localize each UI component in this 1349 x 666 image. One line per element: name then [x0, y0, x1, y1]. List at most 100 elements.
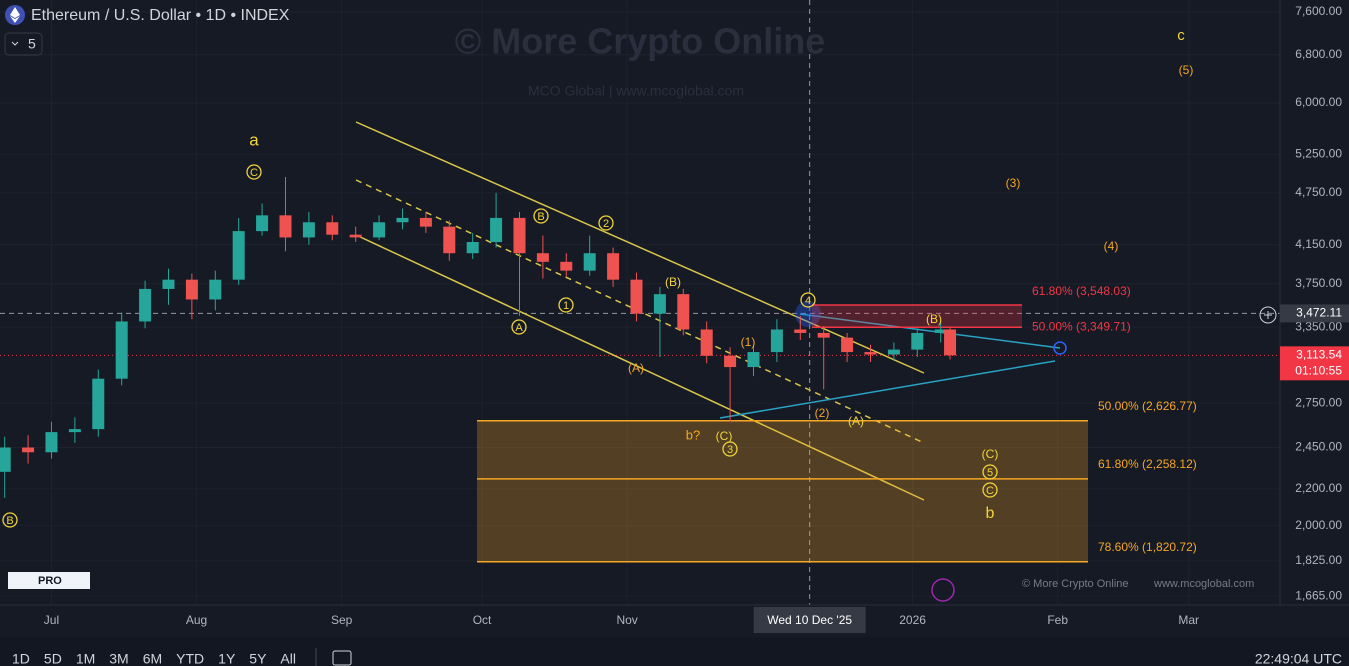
wave-label: B	[6, 515, 13, 527]
candle-body	[68, 429, 81, 433]
candle-body	[677, 294, 690, 330]
wave-label: c	[1177, 27, 1185, 44]
channel-top	[355, 121, 925, 374]
fib-zone	[477, 478, 1088, 562]
wave-label: (2)	[815, 406, 830, 420]
y-tick-label: 2,200.00	[1295, 481, 1342, 495]
candle-body	[841, 337, 854, 353]
candle-body	[700, 329, 713, 356]
x-tick-label: Jul	[44, 613, 59, 627]
fib-label: 50.00% (2,626.77)	[1098, 399, 1197, 413]
range-button[interactable]: 6M	[143, 651, 162, 666]
range-button[interactable]: 3M	[109, 651, 128, 666]
y-tick-label: 6,000.00	[1295, 95, 1342, 109]
candle-body	[934, 329, 947, 333]
wave-label: (4)	[1104, 239, 1119, 253]
logo-text: PRO	[38, 575, 62, 587]
y-tick-label: 2,000.00	[1295, 518, 1342, 532]
triangle-apex	[1053, 341, 1067, 355]
candle-body	[302, 222, 315, 238]
triangle-lower	[719, 360, 1056, 419]
y-tick-label: 4,150.00	[1295, 237, 1342, 251]
candle-body	[911, 332, 924, 350]
fib-zone	[812, 305, 1022, 328]
candle-body	[466, 242, 479, 254]
y-tick-label: 2,450.00	[1295, 440, 1342, 454]
symbol-title: Ethereum / U.S. Dollar • 1D • INDEX	[31, 7, 290, 24]
fib-label: 78.60% (1,820.72)	[1098, 540, 1197, 554]
fib-zone	[477, 420, 1088, 479]
y-tick-label: 3,350.00	[1295, 319, 1342, 333]
candle-body	[115, 321, 128, 379]
credit-site: www.mcoglobal.com	[1153, 578, 1254, 590]
last-price-label: 3,113.54	[1296, 347, 1342, 361]
add-plus	[1264, 311, 1272, 319]
candle-body	[373, 222, 386, 238]
candle-body	[653, 294, 666, 314]
channel-bottom	[355, 234, 925, 501]
range-button[interactable]: All	[280, 651, 296, 666]
fib-levels: 61.80% (3,548.03) 50.00% (3,349.71) 50.00%…	[477, 284, 1197, 563]
candle-body	[209, 279, 222, 300]
candle-body	[607, 253, 620, 280]
crosshair-price-tag	[1280, 304, 1349, 323]
range-button[interactable]: 1Y	[218, 651, 236, 666]
watermark-title: © More Crypto Online	[455, 21, 826, 62]
candle-body	[770, 329, 783, 353]
x-tick-label: Oct	[473, 613, 492, 627]
last-price-tag	[1280, 346, 1349, 381]
candle-body	[419, 217, 432, 227]
candle-body	[326, 222, 339, 235]
candle-body	[536, 253, 549, 262]
interval-count: 5	[28, 36, 36, 52]
credit-name: © More Crypto Online	[1022, 578, 1129, 590]
fib-label: 61.80% (2,258.12)	[1098, 457, 1197, 471]
range-button[interactable]: 5Y	[249, 651, 267, 666]
wave-circle	[558, 297, 574, 313]
range-buttons: 1D 5D 1M 3M 6M YTD 1Y 5Y All	[12, 651, 296, 666]
crosshair-date-label: Wed 10 Dec '25	[767, 613, 852, 627]
triangle-upper	[799, 313, 1061, 349]
range-button[interactable]: 5D	[44, 651, 62, 666]
y-tick-label: 1,825.00	[1295, 553, 1342, 567]
y-tick-label: 7,600.00	[1295, 4, 1342, 18]
crosshair-price-label: 3,472.11	[1296, 306, 1342, 320]
candle-body	[0, 447, 11, 472]
countdown: 01:10:55	[1295, 363, 1342, 377]
candle-body	[45, 432, 58, 453]
time-axis	[0, 605, 1349, 637]
wave-label: 5	[987, 467, 993, 479]
range-button[interactable]: 1D	[12, 651, 30, 666]
wave-label: b?	[686, 427, 700, 442]
x-tick-label: Nov	[616, 613, 637, 627]
candle-body	[794, 329, 807, 333]
watermark-subtitle: MCO Global | www.mcoglobal.com	[528, 83, 744, 99]
y-tick-label: 1,665.00	[1295, 588, 1342, 602]
x-tick-label: 2026	[899, 613, 926, 627]
fib-label: 61.80% (3,548.03)	[1032, 284, 1131, 298]
event-icon[interactable]	[931, 578, 955, 602]
calendar-button[interactable]	[332, 650, 352, 666]
candle-body	[443, 226, 456, 254]
crosshair-date-tag	[753, 607, 866, 633]
add-button[interactable]	[1259, 306, 1277, 324]
range-button[interactable]: YTD	[176, 651, 204, 666]
candle-body	[185, 279, 198, 300]
wave-label: a	[249, 130, 259, 149]
candle-body	[944, 329, 957, 356]
candle-body	[232, 231, 245, 280]
x-tick-label: Feb	[1047, 613, 1068, 627]
wave-label: (5)	[1179, 63, 1194, 77]
wave-circle	[2, 512, 18, 528]
range-button[interactable]: 1M	[76, 651, 95, 666]
symbol-icon-glyph	[10, 7, 20, 23]
wave-label: (C)	[716, 429, 733, 443]
wave-circle	[511, 319, 527, 335]
wave-label: (A)	[628, 361, 644, 375]
wave-label: (1)	[741, 335, 756, 349]
price-axis	[1280, 0, 1349, 605]
interval-button[interactable]	[4, 32, 43, 56]
